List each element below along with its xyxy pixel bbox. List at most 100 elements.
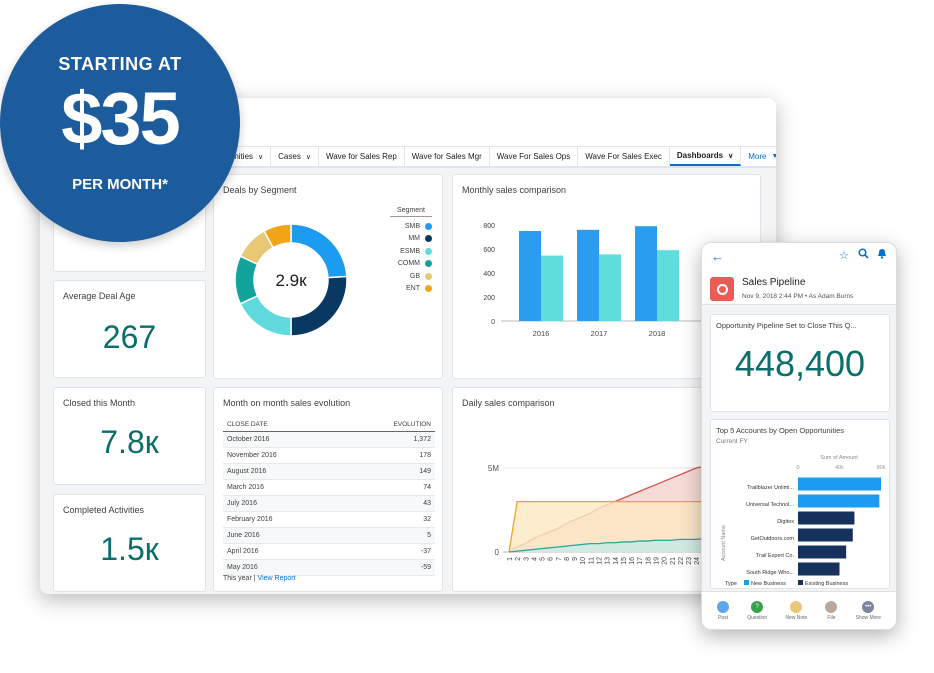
nav-tab-2[interactable]: Wave for Sales Rep [319,147,405,166]
legend-item[interactable]: ENT [390,283,432,296]
chevron-down-icon[interactable]: ∨ [305,153,311,161]
evolution-table-card[interactable]: Month on month sales evolution CLOSE DAT… [213,387,443,592]
bar-2018-series-0 [635,226,657,321]
donut-center-value: 2.9к [275,271,307,290]
search-icon[interactable] [858,248,869,262]
nav-tab-label: Wave for Sales Rep [325,152,397,161]
deals-by-segment-card[interactable]: Deals by Segment 2.9к Segment SMB MM ESMB C… [213,174,443,379]
card-title: Month on month sales evolution [223,398,351,408]
chevron-down-icon[interactable]: ▼ [771,153,776,160]
nav-tab-5[interactable]: Wave For Sales Exec [578,147,670,166]
legend-item[interactable]: COMM [390,258,432,271]
x-tick-label: 22 [678,557,685,565]
x-tick-label: 2017 [591,329,608,338]
nav-tab-0[interactable]: rtunities ∨ [218,147,272,166]
metric-title: Average Deal Age [63,291,136,301]
legend-item[interactable]: SMB [390,220,432,233]
legend-label: GB [409,272,420,280]
column-header-close-date[interactable]: CLOSE DATE [223,418,342,432]
table-row[interactable]: February 2016 32 [223,511,435,528]
x-tick-label: 24 [694,557,701,565]
chevron-down-icon[interactable]: ∨ [728,152,734,160]
table-row[interactable]: March 2016 74 [223,479,435,496]
cell-evolution: 32 [341,511,435,528]
mobile-device: ← ☆ Sales Pipeline Nov 9, 2018 2:44 PM •… [701,242,897,630]
chevron-down-icon[interactable]: ∨ [258,153,264,161]
legend-swatch [798,580,803,585]
x-tick-label: 16 [629,557,636,565]
metric-card-deal-age[interactable]: Average Deal Age 267 [53,280,206,378]
top-accounts-card[interactable]: Top 5 Accounts by Open Opportunities Cur… [710,419,890,589]
metric-card-closed[interactable]: Closed this Month 7.8к [53,387,206,485]
x-tick-label: 7 [556,557,563,561]
table-row[interactable]: July 2016 43 [223,495,435,512]
bar-4-series-1 [798,545,847,559]
metric-title: Completed Activities [63,505,145,515]
pipeline-metric-card[interactable]: Opportunity Pipeline Set to Close This Q… [710,314,890,412]
donut-slice-ent [263,223,292,249]
nav-tab-label: More [748,152,767,161]
cell-evolution: -37 [341,543,435,560]
x-tick-label: 5 [540,557,547,561]
legend-label: ESMB [400,247,420,255]
file-icon [825,600,838,613]
x-tick-label: 3 [523,557,530,561]
monthly-bar-chart: 800 600 400 200 0 2016 2017 2018 [483,223,713,338]
action-show-more[interactable]: ••• Show More [856,600,881,621]
action-question[interactable]: ? Question [747,600,767,621]
legend-item[interactable]: ESMB [390,245,432,258]
x-tick-label: 21 [670,557,677,565]
view-report-link[interactable]: View Report [257,575,296,582]
note-icon [790,600,803,613]
x-tick-label: 6 [548,557,555,561]
cell-close-date: February 2016 [223,511,342,528]
legend-header: Segment [390,207,432,217]
action-post[interactable]: Post [717,600,730,621]
cell-close-date: March 2016 [223,479,342,496]
table-row[interactable]: October 2016 1,372 [223,431,435,448]
y-tick-label: 600 [483,247,495,254]
table-row[interactable]: November 2016 178 [223,447,435,464]
legend-item[interactable]: MM [390,233,432,246]
nav-tab-label: Wave For Sales Ops [496,152,571,161]
star-icon[interactable]: ☆ [839,250,849,262]
x-tick-label: 12 [597,557,604,565]
column-header-evolution[interactable]: EVOLUTION [341,418,435,432]
legend-swatch [744,580,749,585]
x-tick-label: 13 [605,557,612,565]
cell-evolution: 43 [341,495,435,512]
metric-card-activities[interactable]: Completed Activities 1.5к [53,494,206,592]
cell-evolution: 178 [341,447,435,464]
table-row[interactable]: April 2016 -37 [223,543,435,560]
table-row[interactable]: August 2016 149 [223,463,435,480]
nav-tab-7[interactable]: More ▼ [741,147,776,166]
table-row[interactable]: May 2016 -59 [223,559,435,576]
legend-title: Type [725,581,737,587]
cell-evolution: 1,372 [341,431,435,448]
nav-tab-3[interactable]: Wave for Sales Mgr [405,147,490,166]
legend-swatch [425,260,432,268]
y-tick-label: 800 [483,223,495,230]
x-tick-label: 40k [835,465,844,471]
table-footer: This year | View Report [223,575,296,582]
nav-tab-4[interactable]: Wave For Sales Ops [490,147,579,166]
y-tick-label: 400 [483,271,495,278]
legend-label: COMM [397,260,420,268]
nav-tab-6[interactable]: Dashboards ∨ [669,147,742,166]
table-row[interactable]: June 2016 5 [223,527,435,544]
legend-label: Existing Business [805,581,848,587]
nav-tab-label: Cases [278,152,301,161]
cell-close-date: July 2016 [223,495,342,512]
x-tick-label: 8 [564,557,571,561]
action-file[interactable]: File [825,600,838,621]
table-header-row: CLOSE DATE EVOLUTION [223,418,435,432]
nav-tab-1[interactable]: Cases ∨ [271,147,319,166]
mobile-action-bar: Post ? Question New Note File ••• Show More [702,591,896,629]
bell-icon[interactable] [877,248,887,262]
legend-item[interactable]: GB [390,270,432,283]
price-badge: STARTING AT $35 PER MONTH* [0,4,240,242]
legend-swatch [425,285,432,293]
action-new-note[interactable]: New Note [785,600,807,621]
y-tick-label: Trail Expert Co. [756,553,794,559]
back-arrow-icon[interactable]: ← [711,249,724,264]
